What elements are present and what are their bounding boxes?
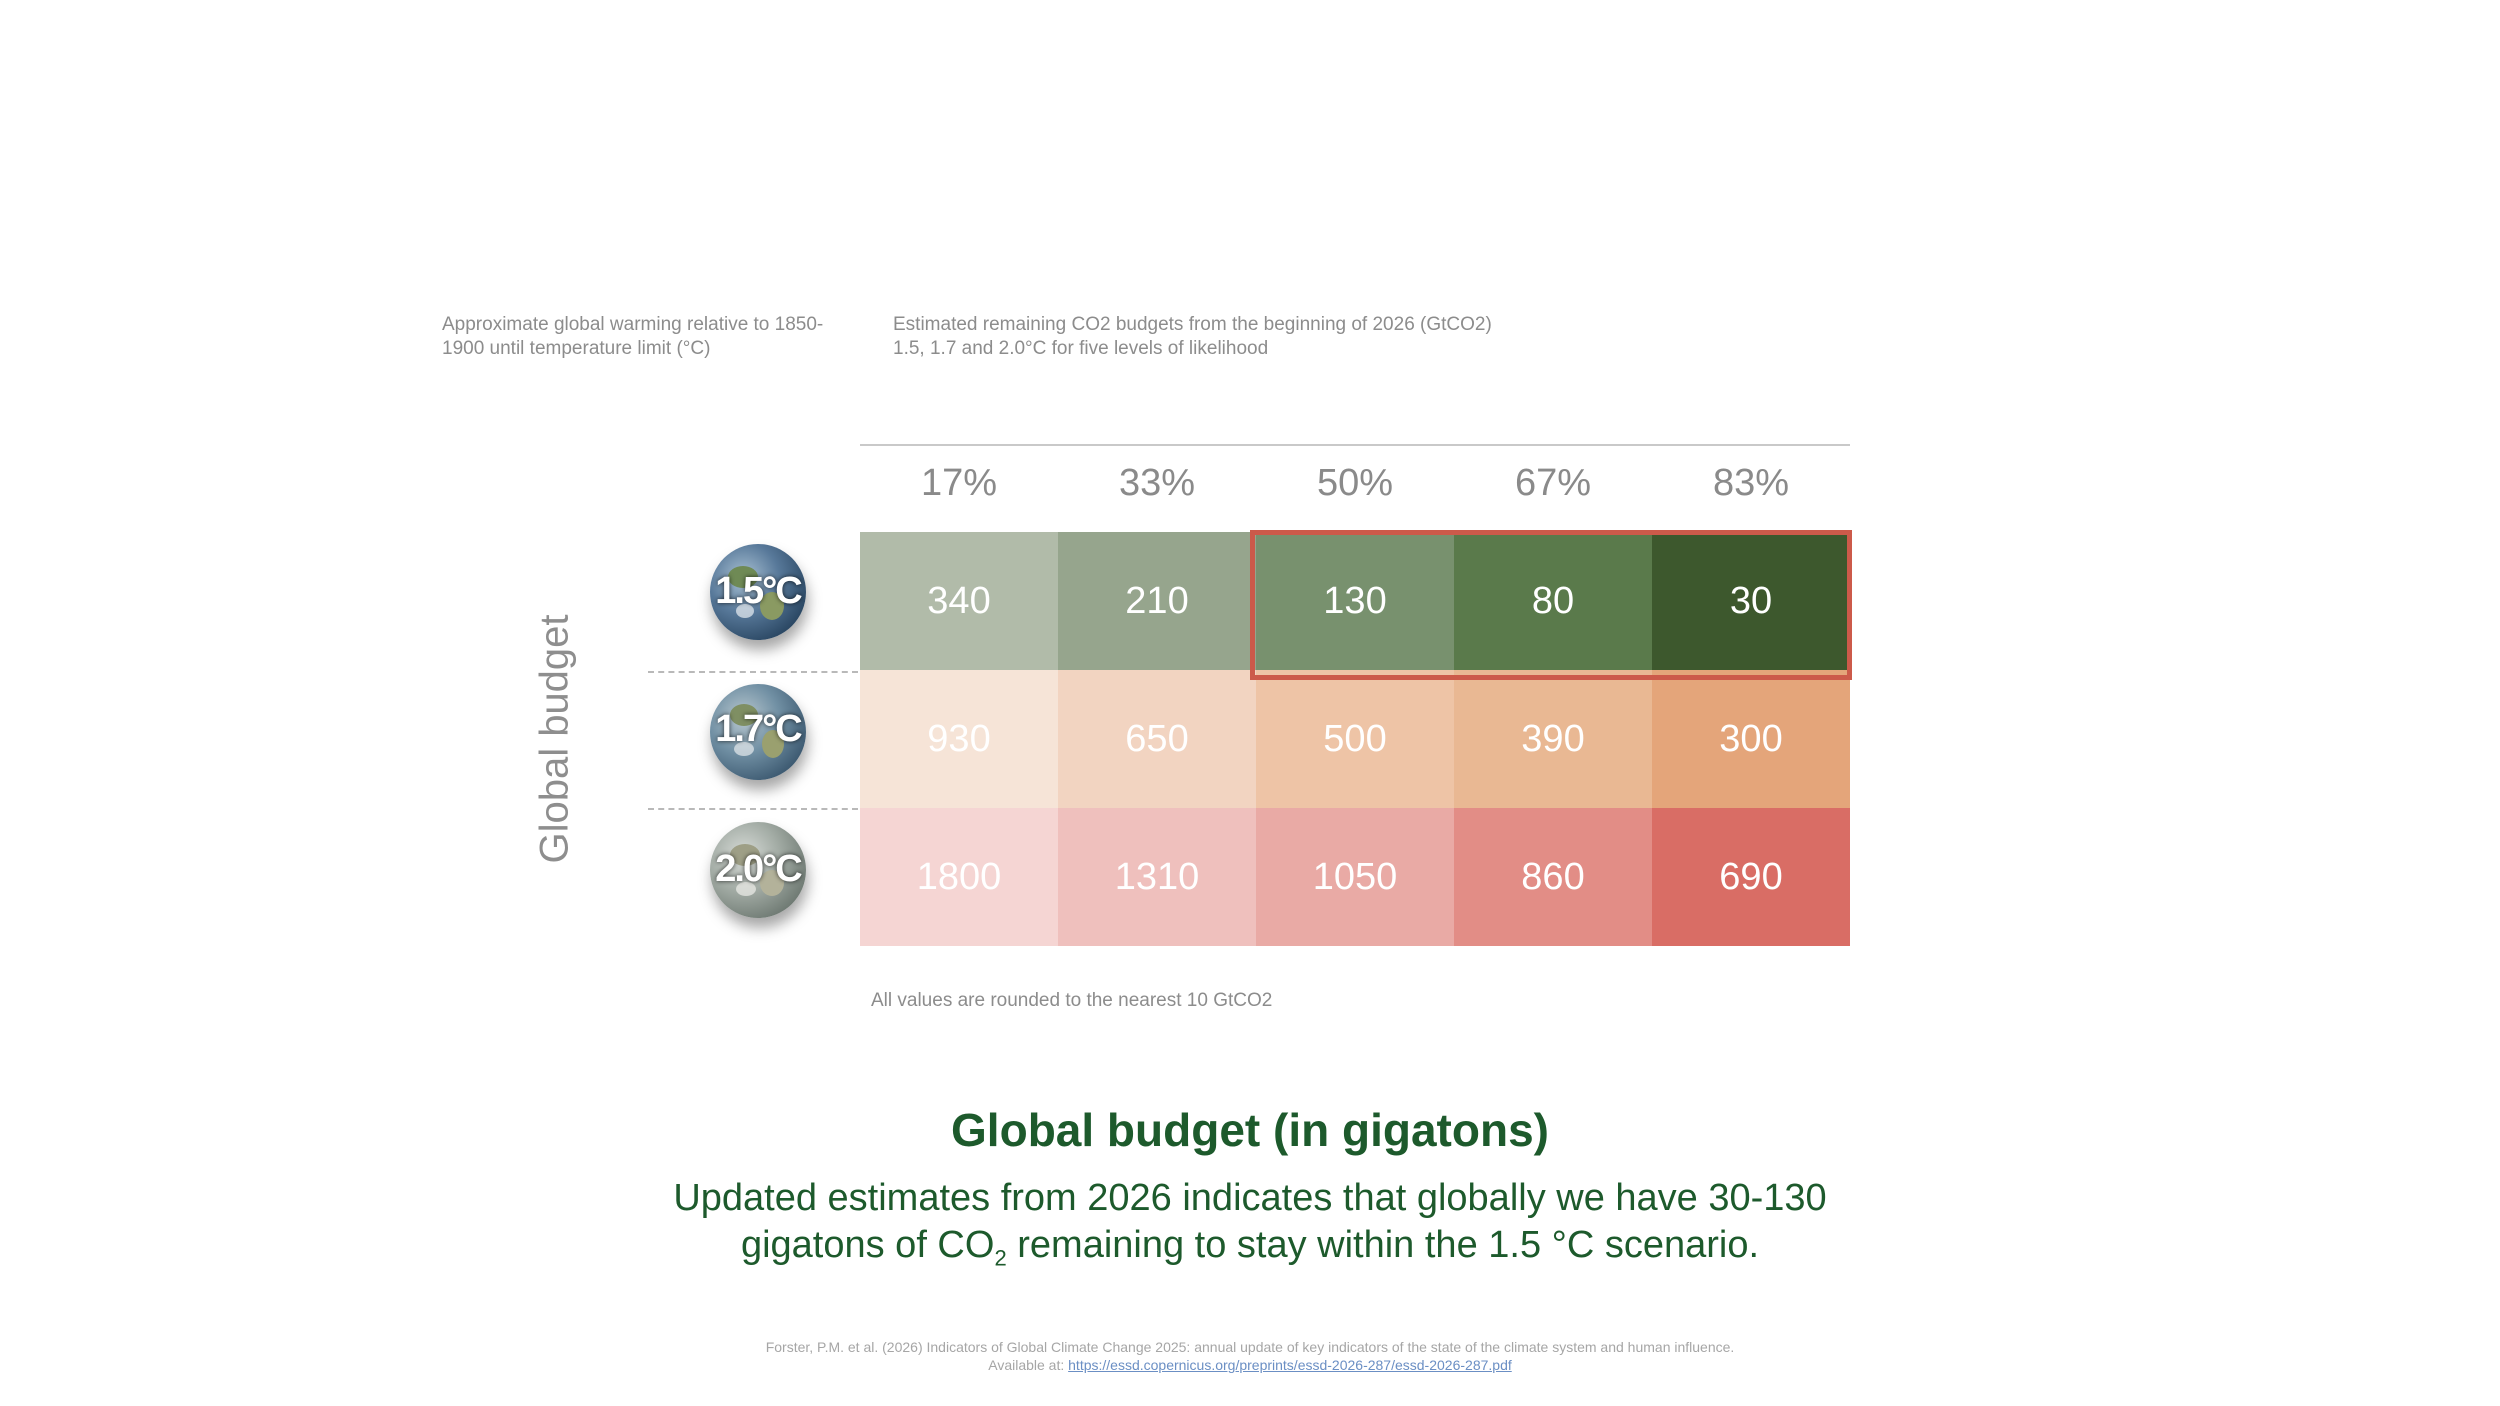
- earth-globe-icon-2-0c: [710, 822, 806, 918]
- likelihood-header-83pct: 83%: [1712, 462, 1790, 504]
- budget-description-line-1: Estimated remaining CO2 budgets from the…: [893, 314, 1492, 335]
- citation-line-2: Available at: https://essd.copernicus.or…: [0, 1356, 2500, 1374]
- warming-axis-note: Approximate global warming relative to 1…: [442, 314, 824, 359]
- budget-cell-17-17pct: 930: [860, 670, 1058, 808]
- row-label-1-5c: 1.5°C: [715, 570, 802, 612]
- summary-text: Updated estimates from 2026 indicates th…: [500, 1175, 2000, 1282]
- budget-cell-17-83pct: 300: [1652, 670, 1850, 808]
- earth-globe-icon-1-5c: [710, 544, 806, 640]
- likelihood-header-67pct: 67%: [1514, 462, 1592, 504]
- earth-globe-icon-1-7c: [710, 684, 806, 780]
- budget-cell-15-33pct: 210: [1058, 532, 1256, 670]
- budget-cell-15-17pct: 340: [860, 532, 1058, 670]
- budget-cell-17-33pct: 650: [1058, 670, 1256, 808]
- summary-line-1: Updated estimates from 2026 indicates th…: [673, 1177, 1827, 1219]
- budget-cell-17-67pct: 390: [1454, 670, 1652, 808]
- source-citation: Forster, P.M. et al. (2026) Indicators o…: [0, 1338, 2500, 1374]
- table-top-rule: [860, 444, 1850, 446]
- budget-cell-20-50pct: 1050: [1256, 808, 1454, 946]
- budget-table-description: Estimated remaining CO2 budgets from the…: [893, 313, 1613, 361]
- rounding-footnote: All values are rounded to the nearest 10…: [871, 990, 1273, 1011]
- likelihood-header-17pct: 17%: [920, 462, 998, 504]
- budget-cell-15-83pct: 30: [1652, 532, 1850, 670]
- budget-description-line-2: 1.5, 1.7 and 2.0°C for five levels of li…: [893, 338, 1269, 359]
- row-divider-1: [648, 671, 858, 673]
- budget-cell-20-17pct: 1800: [860, 808, 1058, 946]
- citation-link[interactable]: https://essd.copernicus.org/preprints/es…: [1068, 1357, 1512, 1373]
- likelihood-header-50pct: 50%: [1316, 462, 1394, 504]
- citation-available-at: Available at:: [988, 1357, 1069, 1373]
- summary-line-2: gigatons of CO2 remaining to stay within…: [500, 1222, 2000, 1282]
- budget-cell-15-50pct: 130: [1256, 532, 1454, 670]
- row-divider-2: [648, 808, 858, 810]
- budget-cell-17-50pct: 500: [1256, 670, 1454, 808]
- budget-cell-20-83pct: 690: [1652, 808, 1850, 946]
- global-budget-axis-text: Global budget: [532, 614, 577, 864]
- row-label-1-7c: 1.7°C: [715, 708, 802, 750]
- summary-line-2-end: remaining to stay within the 1.5 °C scen…: [1006, 1224, 1760, 1266]
- summary-line-2-start: gigatons of CO: [740, 1224, 995, 1266]
- page-title: Global budget (in gigatons): [951, 1104, 1549, 1156]
- row-label-2-0c: 2.0°C: [715, 848, 802, 890]
- co2-subscript: 2: [994, 1245, 1007, 1271]
- budget-cell-20-67pct: 860: [1454, 808, 1652, 946]
- likelihood-header-33pct: 33%: [1118, 462, 1196, 504]
- budget-cell-20-33pct: 1310: [1058, 808, 1256, 946]
- citation-line-1: Forster, P.M. et al. (2026) Indicators o…: [765, 1339, 1735, 1355]
- budget-cell-15-67pct: 80: [1454, 532, 1652, 670]
